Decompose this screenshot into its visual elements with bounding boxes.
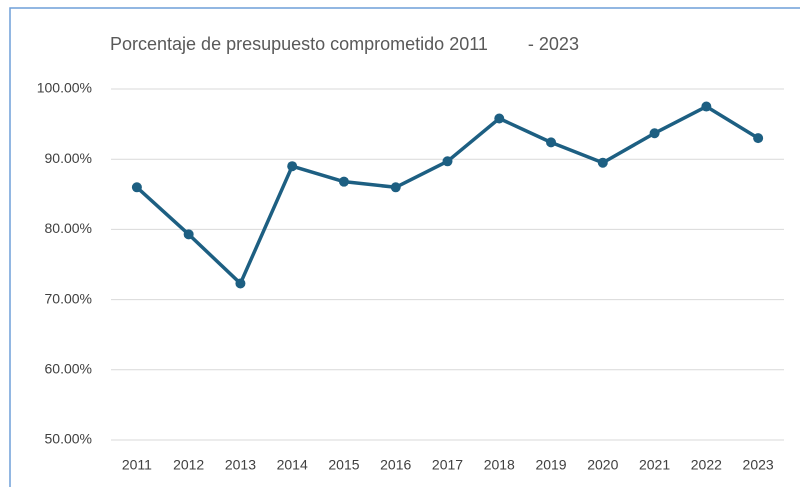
y-tick-label: 90.00% <box>45 150 92 166</box>
x-tick-label: 2014 <box>277 457 308 473</box>
x-tick-label: 2019 <box>535 457 566 473</box>
x-tick-label: 2021 <box>639 457 670 473</box>
y-tick-label: 100.00% <box>37 80 92 96</box>
chart-title: Porcentaje de presupuesto comprometido 2… <box>110 34 579 54</box>
x-tick-label: 2018 <box>484 457 515 473</box>
data-point <box>494 113 505 124</box>
chart-frame <box>9 7 800 487</box>
y-tick-label: 50.00% <box>45 431 92 447</box>
data-point <box>390 182 401 193</box>
y-tick-label: 70.00% <box>45 290 92 306</box>
x-tick-label: 2020 <box>587 457 618 473</box>
x-tick-label: 2011 <box>122 457 152 473</box>
data-point <box>597 157 608 168</box>
data-point <box>338 176 349 187</box>
data-point <box>649 128 660 139</box>
data-point <box>546 137 557 148</box>
data-point <box>701 101 712 112</box>
data-point <box>183 229 194 240</box>
x-tick-label: 2015 <box>328 457 359 473</box>
data-point <box>131 182 142 193</box>
y-tick-label: 80.00% <box>45 220 92 236</box>
data-point <box>753 133 764 144</box>
x-tick-label: 2017 <box>432 457 463 473</box>
x-tick-label: 2023 <box>743 457 774 473</box>
x-tick-label: 2022 <box>691 457 722 473</box>
x-tick-label: 2016 <box>380 457 411 473</box>
x-tick-label: 2012 <box>173 457 204 473</box>
y-tick-label: 60.00% <box>45 361 92 377</box>
data-point <box>287 161 298 172</box>
data-point <box>442 156 453 167</box>
x-tick-label: 2013 <box>225 457 256 473</box>
data-point <box>235 278 246 289</box>
